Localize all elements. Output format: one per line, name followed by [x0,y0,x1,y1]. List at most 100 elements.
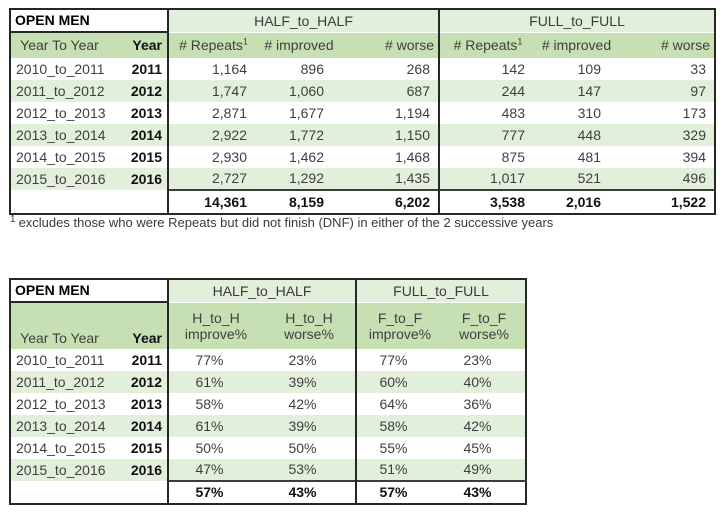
section-header-half-to-half: HALF_to_HALF [167,9,439,33]
percent-cell: 49% [443,459,526,481]
value-cell: 142 [438,58,536,80]
totals-row: 57% 43% 57% 43% [10,480,526,504]
value-cell: 2,871 [167,102,258,124]
percent-cell: 61% [167,415,263,437]
col-header-f-improve: F_to_F improve% [355,302,443,349]
footnote: 1 excludes those who were Repeats but did… [10,214,554,230]
year-span-cell: 2012_to_2013 [16,395,106,412]
value-cell: 97 [617,80,715,102]
counts-header-row: OPEN MEN HALF_to_HALF FULL_to_FULL [10,9,715,33]
percent-cell: 47% [167,459,263,481]
counts-subheader-row: Year To Year Year # Repeats1 # improved … [10,32,715,58]
col-header-year-to-year: Year To Year [10,32,108,58]
footnote-text: excludes those who were Repeats but did … [18,215,554,230]
year-cell: 2012 [108,371,168,393]
year-span-cell: 2014_to_2015 [16,439,106,456]
total-cell: 14,361 [167,189,258,214]
year-span-cell: 2011_to_2012 [10,80,108,102]
value-cell: 394 [682,148,706,165]
total-cell: 2,016 [536,189,617,214]
value-cell: 496 [617,168,715,190]
value-cell: 2,727 [167,168,258,190]
percent-cell: 23% [288,351,317,368]
year-cell: 2015 [130,439,162,456]
percent-cell: 42% [288,395,317,412]
percent-cell: 58% [167,393,263,415]
total-cell: 43% [443,480,526,504]
counts-table-title: OPEN MEN [10,9,168,33]
year-span-cell: 2010_to_2011 [16,60,105,77]
empty-cell [10,481,168,504]
value-cell: 875 [438,146,536,168]
value-cell: 483 [438,102,536,124]
percent-cell: 45% [463,439,492,456]
col-header-worse-half: # worse [340,32,439,58]
value-cell: 268 [406,60,430,77]
value-cell: 310 [577,104,601,121]
section-header-full-to-full: FULL_to_FULL [355,279,526,303]
value-cell: 448 [536,124,617,146]
total-cell: 6,202 [340,189,439,214]
table-row: 2011_to_2012 2012 61% 39% 60% 40% [10,371,526,393]
table-row: 2012_to_2013 2013 58% 42% 64% 36% [10,393,526,415]
total-cell: 43% [263,480,356,504]
totals-row: 14,361 8,159 6,202 3,538 2,016 1,522 [10,189,715,214]
value-cell: 173 [682,104,706,121]
value-cell: 1,164 [167,58,258,80]
value-cell: 244 [438,80,536,102]
counts-table: OPEN MEN HALF_to_HALF FULL_to_FULL Year … [9,8,716,215]
col-header-h-improve: H_to_H improve% [167,302,263,349]
value-cell: 687 [340,80,439,102]
value-cell: 521 [536,168,617,190]
percent-cell: 77% [167,349,263,371]
year-span-cell: 2013_to_2014 [10,124,108,146]
percent-cell: 50% [167,437,263,459]
year-cell: 2016 [108,168,168,190]
footnote-marker: 1 [517,36,523,47]
col-header-year: Year [108,32,168,58]
year-span-cell: 2010_to_2011 [16,351,105,368]
table-row: 2012_to_2013 2013 2,871 1,677 1,194 483 … [10,102,715,124]
percent-cell: 55% [355,437,443,459]
value-cell: 1,150 [340,124,439,146]
value-cell: 147 [536,80,617,102]
value-cell: 33 [690,60,706,77]
percent-cell: 64% [355,393,443,415]
percent-cell: 50% [288,439,317,456]
table-row: 2010_to_2011 2011 77% 23% 77% 23% [10,349,526,371]
percent-cell: 53% [263,459,356,481]
value-cell: 1,292 [258,168,340,190]
year-cell: 2014 [108,415,168,437]
year-cell: 2016 [108,459,168,481]
empty-cell [10,190,168,214]
percent-table: OPEN MEN HALF_to_HALF FULL_to_FULL Year … [9,278,527,505]
year-cell: 2011 [131,351,162,368]
value-cell: 2,930 [167,146,258,168]
value-cell: 1,468 [394,148,430,165]
year-span-cell: 2011_to_2012 [10,371,108,393]
col-header-year-to-year: Year To Year [10,302,108,349]
percent-cell: 42% [443,415,526,437]
percent-subheader-row: Year To Year Year H_to_H improve% H_to_H w… [10,302,526,349]
year-span-cell: 2015_to_2016 [10,168,108,190]
footnote-marker: 1 [242,36,248,47]
table-row: 2015_to_2016 2016 2,727 1,292 1,435 1,01… [10,168,715,190]
year-span-cell: 2015_to_2016 [10,459,108,481]
col-header-repeats-half: # Repeats1 [167,32,258,58]
percent-header-row: OPEN MEN HALF_to_HALF FULL_to_FULL [10,279,526,303]
percent-cell: 77% [355,349,443,371]
percent-cell: 39% [263,371,356,393]
total-cell: 3,538 [438,189,536,214]
percent-cell: 36% [463,395,492,412]
col-header-improved-half: # improved [258,32,340,58]
value-cell: 109 [577,60,601,77]
value-cell: 1,747 [167,80,258,102]
total-cell: 8,159 [258,189,340,214]
year-span-cell: 2013_to_2014 [10,415,108,437]
value-cell: 1,462 [288,148,324,165]
percent-cell: 58% [355,415,443,437]
year-cell: 2013 [130,104,162,121]
section-header-half-to-half: HALF_to_HALF [167,279,356,303]
value-cell: 1,194 [394,104,430,121]
table-row: 2013_to_2014 2014 2,922 1,772 1,150 777 … [10,124,715,146]
